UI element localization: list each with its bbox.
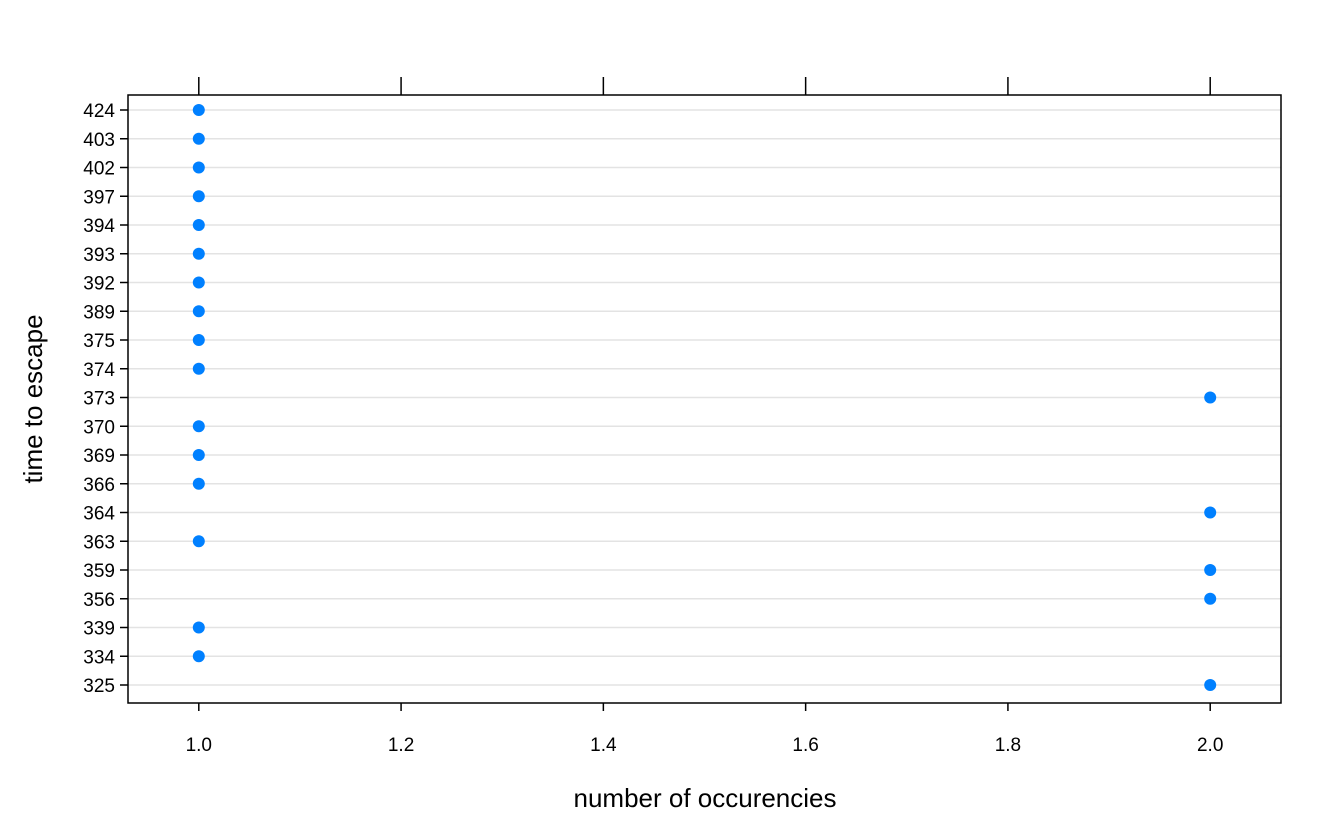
data-point [192,276,205,289]
plot-frame [127,94,1282,704]
y-tick-label: 356 [83,590,115,611]
data-point [192,334,205,346]
y-tick-label: 403 [83,130,115,151]
data-point [1204,391,1217,404]
x-tick-label: 1.4 [590,735,617,756]
data-point [1204,564,1217,576]
y-tick-label: 359 [83,561,115,582]
data-point [192,190,205,203]
y-tick-label: 374 [83,360,115,381]
data-point [192,420,205,433]
y-tick-label: 424 [83,101,115,122]
x-tick-label: 1.8 [995,735,1021,756]
data-point [192,305,205,318]
y-tick-label: 366 [83,475,115,496]
y-tick-label: 363 [83,532,115,553]
data-point [1204,592,1217,605]
data-point [192,219,205,231]
data-point [192,104,205,116]
x-axis: 1.0 1.2 1.4 1.6 1.8 2.0 [186,77,1223,756]
data-point [1204,506,1217,519]
data-point [192,449,205,461]
grid-lines [128,109,1281,686]
data-point [192,650,205,663]
x-tick-label: 1.0 [186,735,212,756]
x-tick-label: 2.0 [1197,735,1223,756]
y-tick-label: 375 [83,331,115,352]
y-axis: 325 334 339 356 359 363 364 366 369 370 373 374 375 3… [83,101,128,697]
y-tick-label: 392 [83,274,115,295]
y-tick-label: 394 [83,216,115,237]
data-points [192,104,1217,691]
x-axis-title: number of occurencies [573,783,836,813]
y-tick-label: 325 [83,676,115,697]
data-point [1204,679,1217,691]
y-tick-label: 389 [83,302,115,323]
x-tick-label: 1.2 [388,735,414,756]
data-point [192,477,205,490]
y-tick-label: 373 [83,389,115,410]
x-tick-label: 1.6 [792,735,818,756]
y-tick-label: 369 [83,446,115,467]
y-tick-label: 370 [83,417,115,438]
data-point [192,247,205,260]
y-tick-label: 393 [83,245,115,266]
y-tick-label: 397 [83,187,115,208]
y-tick-label: 339 [83,619,115,640]
y-tick-label: 402 [83,159,115,180]
data-point [192,161,205,174]
data-point [192,535,205,548]
y-axis-title: time to escape [18,314,48,483]
y-tick-label: 334 [83,647,115,668]
data-point [192,132,205,145]
data-point [192,621,205,634]
y-tick-label: 364 [83,504,115,525]
data-point [192,362,205,375]
